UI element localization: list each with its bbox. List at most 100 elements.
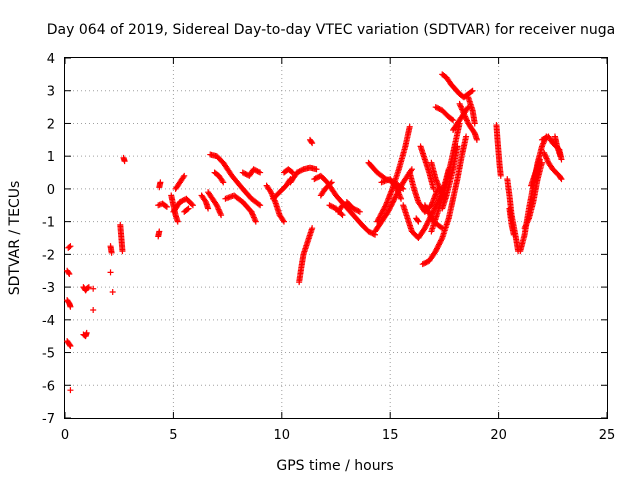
data-point <box>280 217 287 224</box>
data-point <box>463 133 470 140</box>
y-tick-label: 3 <box>47 85 55 100</box>
data-point <box>288 168 295 175</box>
y-tick-label: -6 <box>42 379 55 394</box>
y-tick-label: 0 <box>47 183 55 198</box>
data-point <box>219 178 226 185</box>
data-point <box>437 237 444 244</box>
data-point <box>387 203 394 210</box>
data-point <box>67 303 74 310</box>
data-point <box>471 120 478 127</box>
y-tick-label: 1 <box>47 150 55 165</box>
data-point <box>435 242 442 249</box>
y-tick-label: -2 <box>42 248 55 263</box>
data-point <box>432 104 439 111</box>
data-point <box>330 204 337 211</box>
data-point <box>312 175 319 182</box>
data-point <box>365 228 372 235</box>
data-point <box>434 245 441 252</box>
data-point <box>176 199 183 205</box>
data-point <box>388 202 395 209</box>
y-axis-label: SDTVAR / TECUs <box>7 181 23 296</box>
data-point <box>558 156 565 163</box>
data-point <box>389 199 396 206</box>
data-point <box>328 179 335 186</box>
data-point <box>162 203 169 210</box>
y-tick-label: -3 <box>42 281 55 296</box>
data-point <box>468 88 475 95</box>
y-tick-label: -5 <box>42 347 55 362</box>
data-point <box>181 172 188 179</box>
data-point <box>424 219 431 226</box>
data-point <box>121 158 128 165</box>
data-point <box>338 211 345 217</box>
gridlines <box>65 58 607 418</box>
data-point <box>326 202 333 209</box>
data-point <box>422 259 429 266</box>
data-point <box>178 198 185 205</box>
data-point <box>415 218 422 225</box>
data-point <box>406 123 413 130</box>
data-point <box>435 105 442 112</box>
data-point <box>83 329 90 336</box>
data-point <box>430 208 437 215</box>
data-point <box>473 136 480 143</box>
data-point <box>250 166 257 173</box>
data-point <box>311 176 318 183</box>
data-point <box>408 166 415 173</box>
data-point <box>423 222 430 229</box>
data-point <box>299 166 306 173</box>
data-point <box>433 246 440 253</box>
data-point <box>253 167 260 174</box>
data-point <box>432 248 439 255</box>
data-point <box>255 168 262 175</box>
data-point <box>386 204 393 211</box>
data-point <box>189 202 196 209</box>
data-point <box>119 248 126 255</box>
data-point <box>382 203 389 210</box>
data-point <box>350 205 357 212</box>
data-point <box>280 218 287 225</box>
data-point <box>352 206 359 213</box>
data-point <box>327 180 334 187</box>
y-tick-label: -1 <box>42 216 55 231</box>
data-point <box>450 117 457 124</box>
data-point <box>441 195 448 202</box>
data-point <box>163 203 170 210</box>
data-point <box>469 87 476 94</box>
data-point <box>257 169 264 176</box>
data-point <box>423 221 430 228</box>
data-point <box>296 168 303 175</box>
data-point <box>67 343 74 349</box>
data-point <box>252 218 259 225</box>
data-point <box>109 289 116 295</box>
data-point <box>390 198 397 205</box>
data-point <box>297 167 304 174</box>
data-point <box>541 135 548 142</box>
x-tick-label: 20 <box>490 428 507 443</box>
data-point <box>354 207 361 214</box>
data-point <box>107 269 114 276</box>
data-point <box>370 231 377 238</box>
data-point <box>308 139 315 145</box>
data-point <box>220 179 227 186</box>
data-point <box>239 169 246 176</box>
data-point <box>251 166 258 173</box>
data-point <box>67 243 74 250</box>
data-point <box>388 200 395 207</box>
data-point <box>156 228 163 235</box>
data-point <box>421 225 428 232</box>
data-point <box>185 205 192 212</box>
data-point <box>398 184 405 191</box>
y-tick-label: -7 <box>42 412 55 427</box>
y-tick-label: 4 <box>47 52 55 67</box>
data-point <box>108 249 115 256</box>
data-point <box>400 185 407 192</box>
y-tick-label: -4 <box>42 314 55 329</box>
data-point <box>180 174 187 181</box>
data-point <box>421 260 428 267</box>
data-point <box>425 218 432 225</box>
data-point <box>557 175 564 181</box>
data-point <box>67 387 74 394</box>
data-point <box>430 185 437 192</box>
